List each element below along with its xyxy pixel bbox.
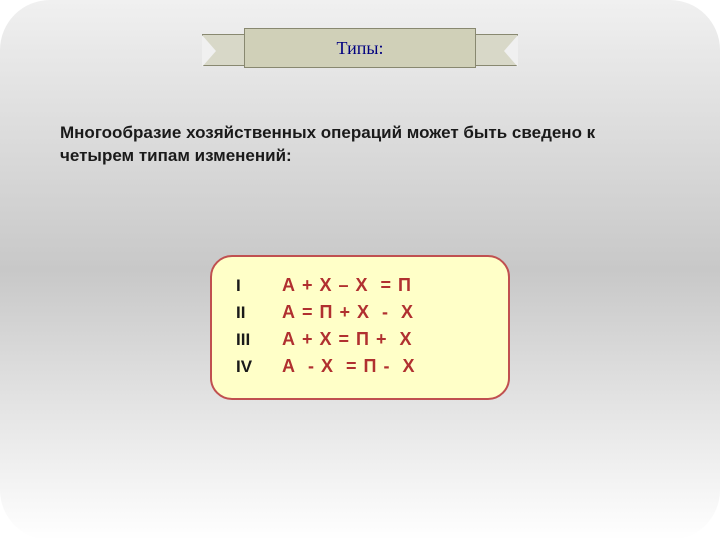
roman-numeral: IV xyxy=(236,357,282,377)
formula-row: I А + Х – Х = П xyxy=(236,275,484,296)
roman-numeral: I xyxy=(236,276,282,296)
banner-plate: Типы: xyxy=(244,28,476,68)
banner-title: Типы: xyxy=(337,38,384,59)
slide-container: Типы: Многообразие хозяйственных операци… xyxy=(0,0,720,540)
formula-row: III А + Х = П + Х xyxy=(236,329,484,350)
formula-row: IV А - Х = П - Х xyxy=(236,356,484,377)
formula-text: А - Х = П - Х xyxy=(282,356,415,377)
formula-box: I А + Х – Х = П II А = П + Х - Х III А +… xyxy=(210,255,510,400)
intro-paragraph: Многообразие хозяйственных операций може… xyxy=(60,122,660,168)
roman-numeral: III xyxy=(236,330,282,350)
roman-numeral: II xyxy=(236,303,282,323)
formula-text: А + Х – Х = П xyxy=(282,275,412,296)
title-banner: Типы: xyxy=(220,28,500,72)
formula-text: А + Х = П + Х xyxy=(282,329,413,350)
formula-row: II А = П + Х - Х xyxy=(236,302,484,323)
formula-text: А = П + Х - Х xyxy=(282,302,414,323)
